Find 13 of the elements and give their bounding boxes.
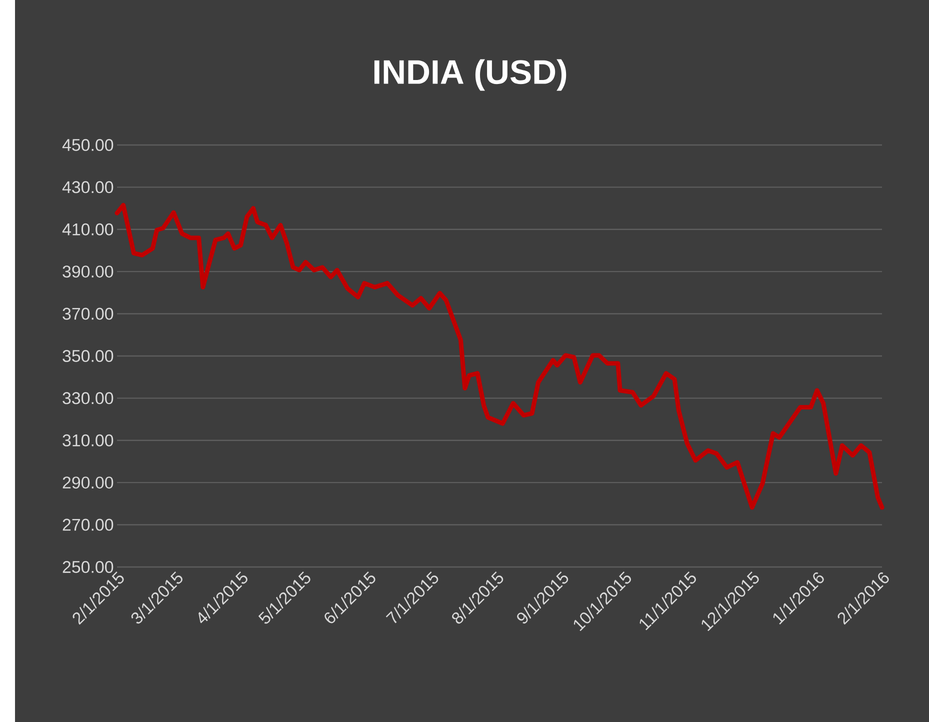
y-tick-label: 330.00	[62, 392, 114, 404]
y-tick-label: 290.00	[62, 476, 114, 489]
y-tick-label: 450.00	[62, 138, 114, 151]
y-tick-label: 310.00	[62, 434, 114, 446]
chart-title: INDIA (USD)	[374, 59, 566, 91]
y-tick-label: 410.00	[62, 223, 114, 236]
y-tick-label: 370.00	[62, 308, 114, 320]
y-tick-label: 430.00	[62, 181, 114, 194]
y-tick-label: 350.00	[62, 350, 114, 362]
line-series	[114, 202, 884, 510]
y-tick-label: 250.00	[62, 560, 114, 573]
y-tick-label: 270.00	[62, 518, 114, 531]
y-tick-label: 390.00	[62, 266, 114, 278]
